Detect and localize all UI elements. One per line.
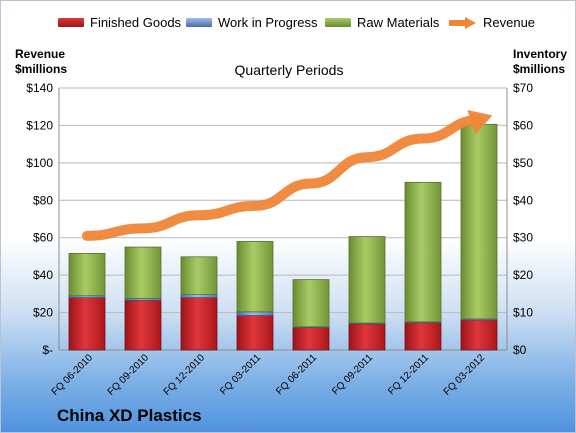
left-tick-label: $20 <box>33 306 53 320</box>
left-tick-label: $100 <box>26 156 53 170</box>
right-tick-label: $40 <box>513 193 533 207</box>
legend-revenue-label: Revenue <box>483 15 536 30</box>
x-tick-label: FQ 06-2010 <box>50 352 96 398</box>
raw-materials-bar <box>292 279 330 328</box>
left-axis-title-line1: Revenue <box>15 47 66 61</box>
left-tick-label: $80 <box>33 193 53 207</box>
raw-materials-bar <box>404 181 442 323</box>
revenue-arrow-head <box>467 110 493 135</box>
work-in-progress-bar <box>180 294 218 298</box>
finished-goods-bar <box>348 323 386 351</box>
finished-goods-bar <box>236 315 274 351</box>
legend-revenue: Revenue <box>449 15 535 30</box>
revenue-line <box>82 114 484 241</box>
right-tick-label: $30 <box>513 231 533 245</box>
right-tick-label: $20 <box>513 268 533 282</box>
finished-goods-bar <box>124 299 162 351</box>
x-tick-label: FQ 12-2011 <box>386 352 431 397</box>
finished-goods-bar <box>404 322 442 351</box>
x-tick-label: FQ 06-2011 <box>274 352 319 397</box>
right-axis-title-line2: $millions <box>513 62 566 76</box>
finished-goods-bar <box>68 297 106 351</box>
raw-materials-bar <box>180 256 218 296</box>
company-name: China XD Plastics <box>57 406 202 425</box>
x-tick-label: FQ 09-2011 <box>330 352 375 397</box>
chart-title: Quarterly Periods <box>234 62 344 78</box>
finished-goods-bar <box>180 297 218 351</box>
finished-goods-swatch <box>58 18 84 27</box>
legend-raw-materials: Raw Materials <box>325 15 439 30</box>
raw-materials-bar <box>348 236 386 324</box>
right-tick-label: $70 <box>513 81 533 95</box>
left-tick-label: $- <box>42 343 53 357</box>
legend-work-in-progress-label: Work in Progress <box>218 15 318 30</box>
x-tick-label: FQ 09-2010 <box>106 352 152 398</box>
left-axis-title: Revenue $millions <box>15 47 67 77</box>
legend-finished-goods: Finished Goods <box>58 15 181 30</box>
right-tick-label: $60 <box>513 118 533 132</box>
left-axis-title-line2: $millions <box>15 62 68 76</box>
x-tick-label: FQ 03-2011 <box>218 352 263 397</box>
legend-work-in-progress: Work in Progress <box>186 15 317 30</box>
legend-finished-goods-label: Finished Goods <box>90 15 182 30</box>
legend-raw-materials-label: Raw Materials <box>357 15 440 30</box>
work-in-progress-swatch <box>186 18 212 27</box>
raw-materials-bar <box>236 241 274 313</box>
raw-materials-swatch <box>325 18 351 27</box>
legend: Finished Goods Work in Progress Raw Mate… <box>1 15 575 35</box>
left-tick-label: $120 <box>26 118 53 132</box>
right-axis-title-line1: Inventory <box>513 47 568 61</box>
left-tick-label: $60 <box>33 231 53 245</box>
right-tick-label: $0 <box>513 343 527 357</box>
x-tick-label: FQ 12-2010 <box>162 352 208 398</box>
left-tick-label: $140 <box>26 81 53 95</box>
right-tick-label: $50 <box>513 156 533 170</box>
raw-materials-bar <box>68 253 106 297</box>
x-tick-label: FQ 03-2012 <box>442 352 488 398</box>
right-axis-title: Inventory $millions <box>513 47 567 77</box>
finished-goods-bar <box>292 327 330 351</box>
right-tick-label: $10 <box>513 306 533 320</box>
finished-goods-bar <box>460 319 498 351</box>
raw-materials-bar <box>460 123 498 320</box>
left-tick-label: $40 <box>33 268 53 282</box>
revenue-arrow-icon <box>449 16 476 29</box>
raw-materials-bar <box>124 246 162 299</box>
work-in-progress-bar <box>236 311 274 316</box>
